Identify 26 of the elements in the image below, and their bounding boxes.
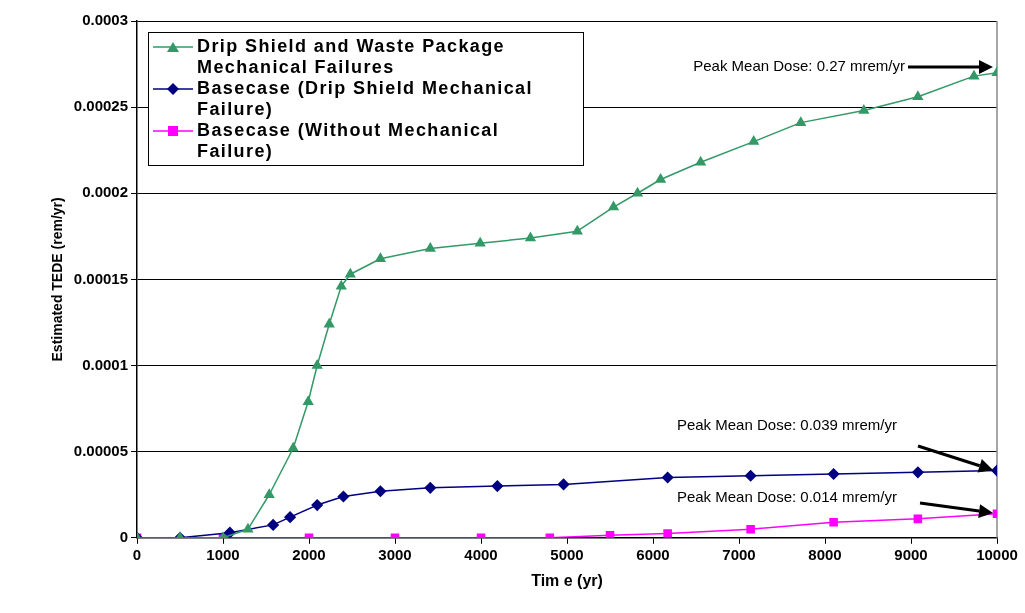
y-tick-label: 0.0002 — [82, 183, 129, 201]
annotation: Peak Mean Dose: 0.27 mrem/yr — [693, 57, 905, 74]
x-axis-title: Tim e (yr) — [531, 571, 603, 589]
annotation: Peak Mean Dose: 0.039 mrem/yr — [676, 416, 897, 433]
legend-label: Basecase (Without Mechanical Failure) — [197, 120, 501, 162]
legend-label: Drip Shield and Waste Package Mechanical Failures — [197, 36, 507, 78]
x-tick-label: 7000 — [722, 545, 756, 563]
x-tick-label: 8000 — [808, 545, 842, 563]
x-tick-label: 5000 — [550, 545, 584, 563]
x-tick-label: 6000 — [636, 545, 670, 563]
x-tick-label: 0 — [132, 545, 142, 563]
y-tick-label: 0.00015 — [73, 269, 129, 287]
y-tick-label: 0.0001 — [82, 355, 129, 373]
x-tick-label: 1000 — [206, 545, 240, 563]
x-tick-label: 2000 — [292, 545, 326, 563]
x-tick-label: 10000 — [976, 545, 1018, 563]
x-tick-label: 4000 — [464, 545, 498, 563]
x-tick-label: 3000 — [378, 545, 412, 563]
y-tick-label: 0.0003 — [82, 11, 129, 29]
y-tick-label: 0.00005 — [73, 441, 129, 459]
annotation: Peak Mean Dose: 0.014 mrem/yr — [676, 488, 897, 505]
y-axis-title: Estimated TEDE (rem/yr) — [49, 197, 66, 362]
x-tick-label: 9000 — [894, 545, 928, 563]
legend-label: Basecase (Drip Shield Mechanical Failure) — [197, 78, 534, 120]
y-tick-label: 0.00025 — [73, 97, 129, 115]
y-tick-label: 0 — [119, 527, 129, 545]
